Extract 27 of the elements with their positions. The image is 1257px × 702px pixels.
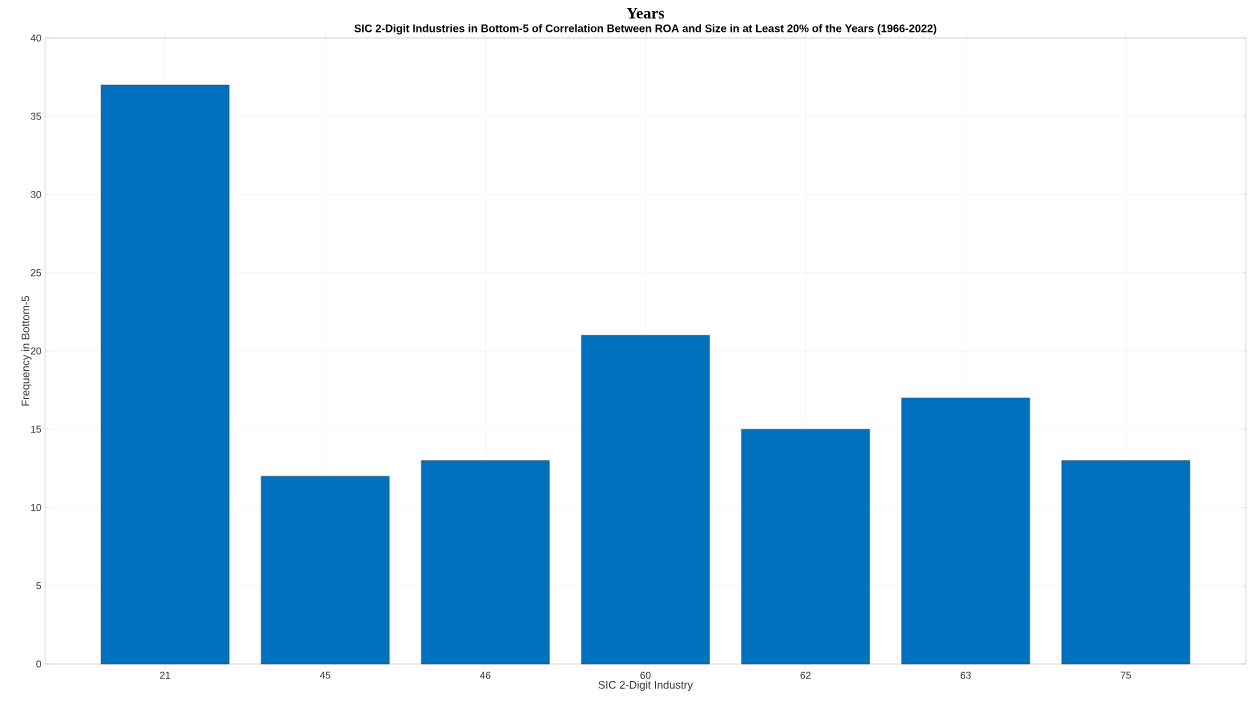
y-tick-label: 30 [30, 190, 42, 199]
x-tick-label: 21 [160, 671, 171, 679]
chart-title: SIC 2-Digit Industries in Bottom-5 of Correlation Between ROA and Size in at Least 20% of the Years (1966-2022) [354, 24, 937, 35]
x-tick-label: 75 [1120, 671, 1131, 679]
x-tick-label: 63 [960, 671, 971, 679]
bar [901, 397, 1030, 665]
y-tick-label: 40 [30, 34, 42, 42]
y-tick-label: 0 [36, 660, 42, 668]
text: Years [626, 7, 665, 19]
bar [741, 429, 870, 665]
y-axis-title: Frequency in Bottom-5 [21, 296, 32, 406]
x-axis-title: SIC 2-Digit Industry [598, 680, 693, 691]
x-tick-label: 60 [640, 671, 651, 679]
y-tick-label: 5 [36, 582, 42, 590]
y-tick-label: 10 [31, 503, 42, 512]
bar [100, 84, 230, 665]
y-tick-label: 20 [30, 347, 42, 355]
bar [260, 476, 390, 665]
x-tick-label: 46 [480, 671, 491, 679]
x-tick-label: 45 [319, 671, 331, 679]
y-tick-label: 25 [30, 269, 42, 277]
bar [1061, 460, 1191, 665]
bar [421, 460, 550, 665]
x-tick-label: 62 [800, 671, 811, 679]
y-tick-label: 15 [31, 425, 42, 433]
y-tick-label: 35 [30, 112, 42, 120]
bar [581, 335, 710, 665]
